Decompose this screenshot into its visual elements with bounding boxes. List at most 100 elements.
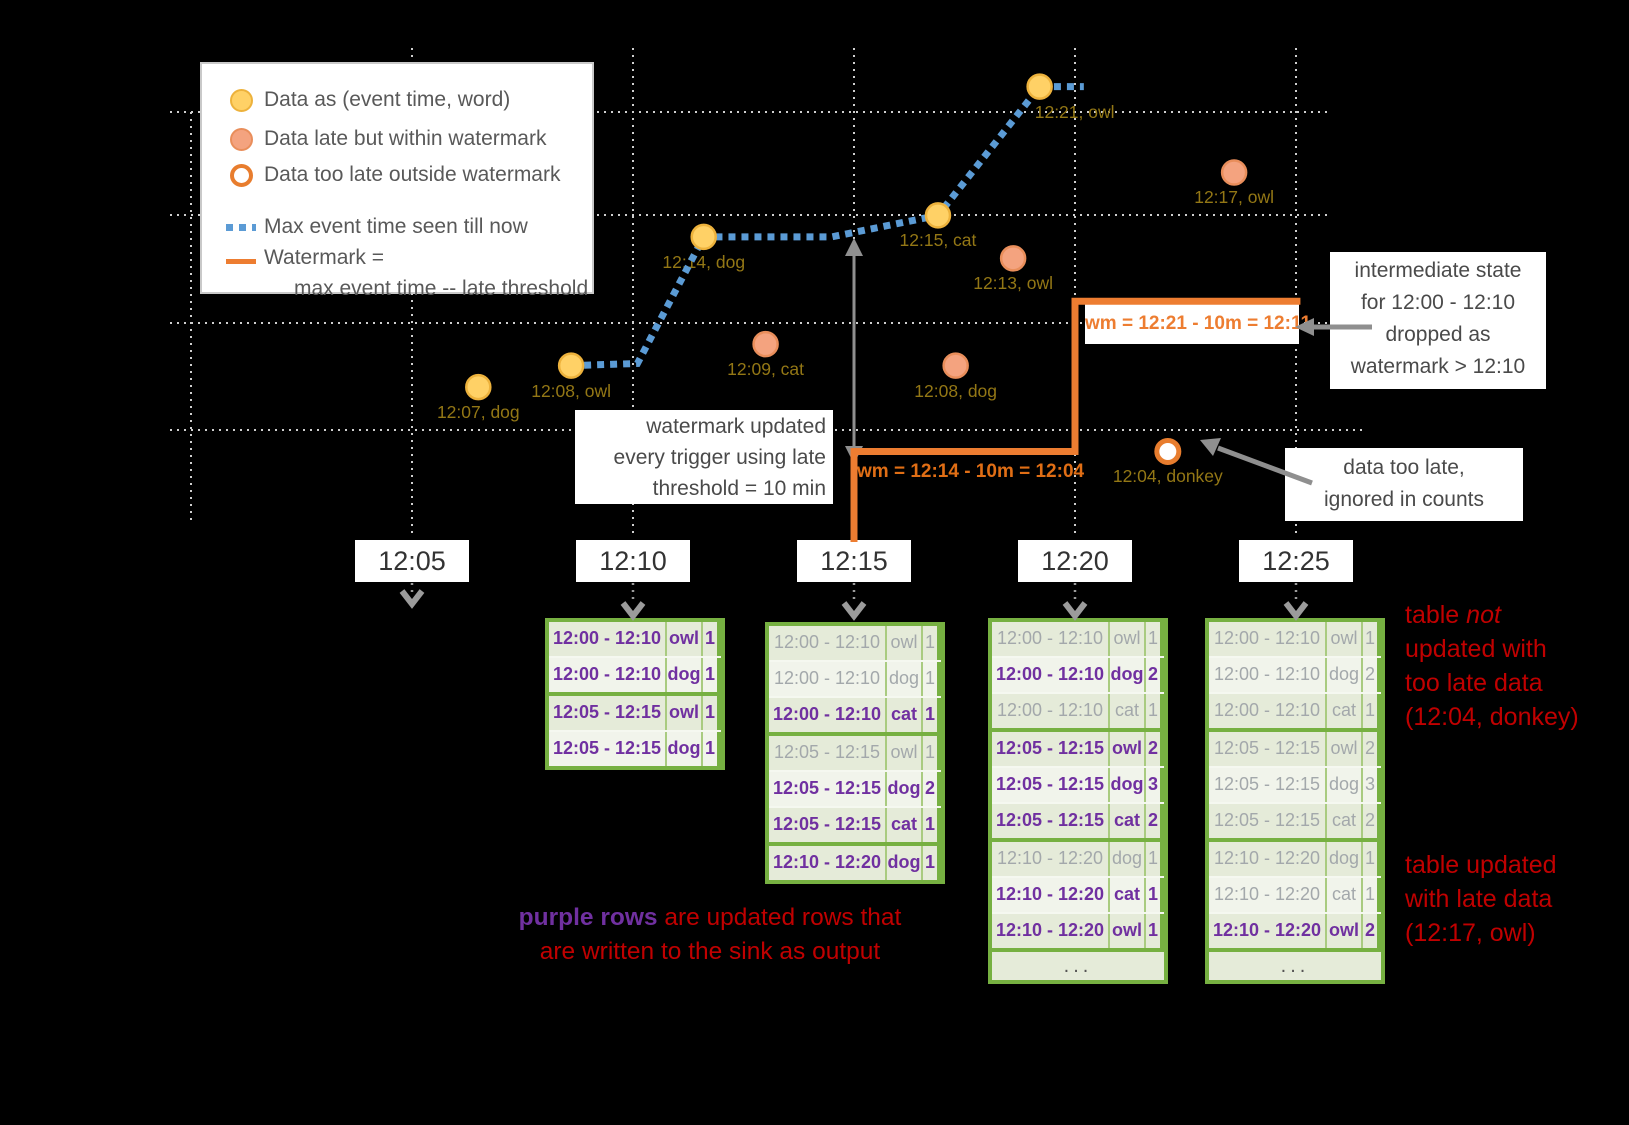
- word-cell: cat: [885, 698, 921, 732]
- count-cell: 3: [1144, 768, 1160, 802]
- table-row: 12:05 - 12:15 dog 1: [549, 730, 721, 766]
- table-row: 12:10 - 12:20 owl 1: [992, 912, 1164, 948]
- count-cell: 1: [701, 696, 717, 730]
- word-cell: owl: [885, 736, 921, 770]
- not-updated-note-emphasis: not: [1466, 601, 1501, 629]
- legend-item-label: Data too late outside watermark: [264, 163, 561, 186]
- table-row: 12:10 - 12:20 owl 2: [1209, 912, 1381, 948]
- word-cell: owl: [1325, 622, 1361, 656]
- word-cell: owl: [1325, 732, 1361, 766]
- text-line: too late data: [1405, 669, 1543, 697]
- word-cell: dog: [885, 846, 921, 880]
- word-cell: owl: [665, 622, 701, 656]
- count-cell: 2: [1144, 804, 1160, 838]
- count-cell: 2: [1361, 658, 1377, 692]
- updated-note: table updated with late data (12:17, owl): [1405, 848, 1557, 950]
- data-point: [1026, 73, 1053, 100]
- word-cell: owl: [1108, 914, 1144, 948]
- table-row: 12:00 - 12:10 cat 1: [769, 696, 941, 732]
- data-point-label: 12:08, dog: [914, 380, 998, 401]
- count-cell: 1: [1144, 842, 1160, 876]
- result-table-12:20: 12:00 - 12:10 owl 1 12:00 - 12:10 dog 2 12:00 …: [988, 618, 1168, 984]
- not-updated-note-prefix: table: [1405, 601, 1467, 629]
- data-point: [942, 352, 969, 379]
- word-cell: dog: [1325, 842, 1361, 876]
- text-line: (12:17, owl): [1405, 919, 1536, 947]
- word-cell: dog: [665, 732, 701, 766]
- word-cell: cat: [1325, 694, 1361, 728]
- window-cell: 12:00 - 12:10: [769, 662, 885, 696]
- data-point-label: 12:07, dog: [436, 402, 520, 423]
- text-line: watermark > 12:10: [1350, 355, 1526, 378]
- text-line: data too late,: [1343, 456, 1465, 479]
- word-cell: dog: [665, 658, 701, 692]
- window-cell: 12:00 - 12:10: [769, 626, 885, 660]
- count-cell: 1: [1144, 622, 1160, 656]
- count-cell: 1: [701, 732, 717, 766]
- table-row: 12:00 - 12:10 dog 2: [1209, 656, 1381, 692]
- data-point: [690, 223, 717, 251]
- word-cell: owl: [1108, 732, 1144, 766]
- window-cell: 12:00 - 12:10: [1209, 694, 1325, 728]
- trigger-label-12:15: 12:15: [797, 540, 911, 582]
- late-threshold-double-arrow: [845, 238, 863, 464]
- data-point: [999, 245, 1027, 272]
- count-cell: 1: [701, 622, 717, 656]
- legend-item-label: max event time -- late threshold: [294, 277, 589, 300]
- result-table-12:15: 12:00 - 12:10 owl 1 12:00 - 12:10 dog 1 12:00 …: [765, 622, 945, 884]
- watermark-line-icon: [226, 259, 256, 264]
- window-cell: 12:00 - 12:10: [1209, 658, 1325, 692]
- table-row: 12:05 - 12:15 owl 1: [769, 732, 941, 770]
- window-cell: 12:10 - 12:20: [769, 846, 885, 880]
- ellipsis-row: ...: [992, 948, 1164, 980]
- window-cell: 12:00 - 12:10: [1209, 622, 1325, 656]
- count-cell: 1: [1361, 622, 1377, 656]
- window-cell: 12:10 - 12:20: [992, 914, 1108, 948]
- table-row: 12:00 - 12:10 owl 1: [549, 622, 721, 656]
- purple-rows-note-line2: are written to the sink as output: [539, 938, 881, 965]
- data-point-label: 12:08, owl: [531, 380, 611, 401]
- data-point: [557, 352, 585, 379]
- purple-rows-rest: are updated rows that: [657, 904, 902, 931]
- text-line: every trigger using late: [613, 446, 826, 469]
- data-point: [465, 373, 492, 401]
- window-cell: 12:00 - 12:10: [549, 622, 665, 656]
- not-updated-note-line1: table not: [1405, 598, 1579, 632]
- ontime-dot-icon: [226, 88, 256, 112]
- trigger-label-12:05: 12:05: [355, 540, 469, 582]
- legend-item-label: Data late but within watermark: [264, 127, 547, 150]
- window-cell: 12:05 - 12:15: [1209, 804, 1325, 838]
- count-cell: 2: [1361, 732, 1377, 766]
- data-point-label: 12:09, cat: [727, 359, 805, 380]
- data-point-label: 12:13, owl: [973, 273, 1053, 294]
- word-cell: cat: [885, 808, 921, 842]
- not-updated-note: table not updated with too late data (12:0…: [1405, 598, 1579, 734]
- window-cell: 12:00 - 12:10: [992, 694, 1108, 728]
- result-table-12:25: 12:00 - 12:10 owl 1 12:00 - 12:10 dog 2 12:00 …: [1205, 618, 1385, 984]
- window-cell: 12:10 - 12:20: [992, 878, 1108, 912]
- text-line: ignored in counts: [1324, 488, 1484, 511]
- toolate-dot-icon: [226, 163, 256, 187]
- data-point: [1220, 159, 1248, 186]
- word-cell: dog: [885, 772, 921, 806]
- text-line: intermediate state: [1354, 259, 1522, 282]
- word-cell: dog: [1108, 768, 1144, 802]
- word-cell: cat: [1325, 878, 1361, 912]
- max-event-time-line: [571, 83, 1084, 370]
- trigger-label-12:10: 12:10: [576, 540, 690, 582]
- text-line: threshold = 10 min: [652, 477, 826, 500]
- watermark-update-note: watermark updated every trigger using lat…: [575, 410, 833, 504]
- window-cell: 12:05 - 12:15: [992, 732, 1108, 766]
- count-cell: 2: [1144, 658, 1160, 692]
- purple-rows-note: purple rows are updated rows that are wr…: [450, 901, 970, 969]
- count-cell: 1: [921, 808, 937, 842]
- table-row: 12:10 - 12:20 dog 1: [992, 838, 1164, 876]
- window-cell: 12:05 - 12:15: [1209, 768, 1325, 802]
- window-cell: 12:05 - 12:15: [769, 736, 885, 770]
- word-cell: cat: [1108, 804, 1144, 838]
- word-cell: dog: [885, 662, 921, 696]
- trigger-label-12:25: 12:25: [1239, 540, 1353, 582]
- word-cell: owl: [1108, 622, 1144, 656]
- text-line: watermark updated: [646, 415, 826, 438]
- count-cell: 1: [921, 846, 937, 880]
